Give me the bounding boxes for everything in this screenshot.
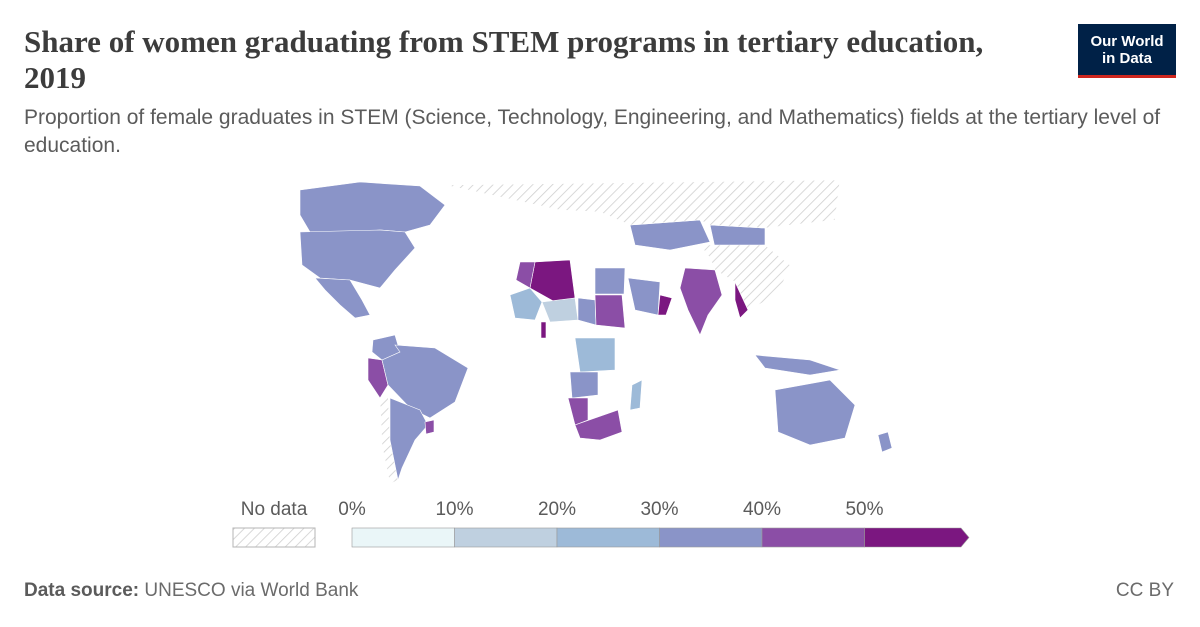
region-indonesia[interactable] [754, 354, 841, 376]
region-australia[interactable] [774, 379, 856, 446]
legend-bin-3 [659, 527, 763, 548]
region-angola[interactable] [569, 371, 599, 399]
legend-bin-5 [864, 527, 970, 548]
region-india[interactable] [679, 267, 723, 336]
chart-title: Share of women graduating from STEM prog… [24, 24, 984, 95]
region-egypt[interactable] [594, 267, 626, 295]
legend-bin-4 [761, 527, 865, 548]
region-mongolia[interactable] [709, 224, 766, 249]
region-chad[interactable] [577, 297, 597, 326]
data-source-label: Data source: [24, 580, 140, 601]
region-madagascar[interactable] [629, 379, 643, 411]
license[interactable]: CC BY [1115, 580, 1174, 601]
region-sudan[interactable] [594, 294, 626, 329]
region-saudi-arabia[interactable] [627, 277, 661, 316]
world-map [299, 179, 893, 485]
region-namibia[interactable] [567, 397, 589, 426]
region-dr-congo[interactable] [574, 337, 616, 373]
legend-tick-label: 0% [338, 499, 366, 520]
legend-tick-label: 10% [435, 499, 473, 520]
legend-tick-label: 30% [640, 499, 678, 520]
owid-logo[interactable]: Our World in Data [1078, 24, 1176, 78]
region-argentina[interactable] [389, 397, 429, 482]
region-china[interactable] [699, 244, 791, 311]
legend-no-data-label: No data [241, 499, 308, 520]
chart-subtitle: Proportion of female graduates in STEM (… [24, 106, 1161, 157]
region-russia[interactable] [444, 179, 841, 229]
legend-bin-0 [351, 527, 455, 548]
region-benin[interactable] [540, 321, 547, 339]
logo-line-2: in Data [1101, 50, 1152, 67]
data-source: Data source: UNESCO via World Bank [24, 580, 358, 602]
region-new-zealand[interactable] [877, 431, 893, 453]
region-south-africa[interactable] [574, 409, 623, 441]
region-niger[interactable] [541, 297, 579, 323]
legend-no-data-swatch [232, 527, 316, 548]
region-united-states[interactable] [299, 229, 416, 289]
region-kazakhstan[interactable] [629, 219, 711, 251]
legend-tick-label: 50% [845, 499, 883, 520]
region-canada[interactable] [299, 181, 446, 233]
legend-bin-2 [556, 527, 660, 548]
data-source-value[interactable]: UNESCO via World Bank [144, 580, 359, 601]
legend-tick-label: 40% [743, 499, 781, 520]
logo-line-1: Our World [1090, 33, 1164, 50]
legend-tick-label: 20% [538, 499, 576, 520]
region-mali[interactable] [509, 287, 543, 321]
region-peru[interactable] [367, 357, 389, 399]
region-mexico[interactable] [314, 277, 371, 319]
region-uruguay[interactable] [424, 419, 435, 435]
region-oman[interactable] [657, 294, 673, 316]
legend-bin-1 [454, 527, 558, 548]
